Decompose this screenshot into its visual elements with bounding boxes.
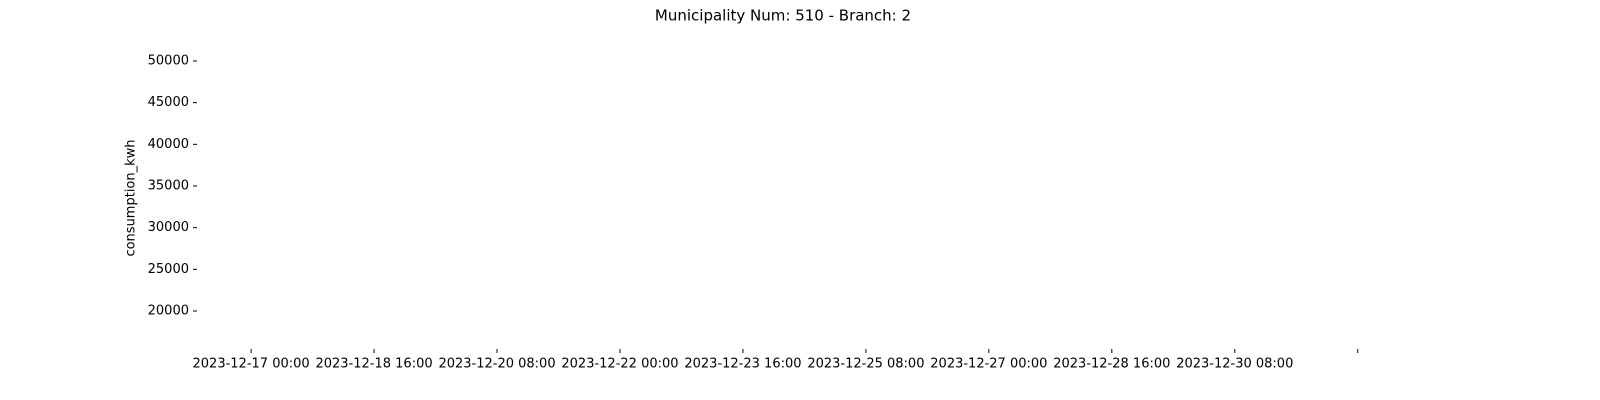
x-tick-label: 2023-12-18 16:00	[315, 357, 432, 372]
chart-title: Municipality Num: 510 - Branch: 2	[655, 7, 911, 25]
x-tick-label: 2023-12-27 00:00	[930, 357, 1047, 372]
x-tick-label: 2023-12-22 00:00	[561, 357, 678, 372]
y-axis-label: consumption_kwh	[124, 139, 139, 256]
x-tick-label: 2023-12-17 00:00	[193, 357, 310, 372]
y-tick-label: 20000	[148, 304, 189, 319]
y-tick-label: 25000	[148, 262, 189, 277]
y-tick-label: 45000	[148, 95, 189, 110]
x-tick-label: 2023-12-23 16:00	[684, 357, 801, 372]
y-tick-label: 40000	[148, 137, 189, 152]
x-tick-label: 2023-12-28 16:00	[1053, 357, 1170, 372]
y-tick-label: 30000	[148, 220, 189, 235]
y-tick-label: 50000	[148, 54, 189, 69]
x-tick-label: 2023-12-30 08:00	[1176, 357, 1293, 372]
x-tick-label: 2023-12-20 08:00	[438, 357, 555, 372]
y-tick-label: 35000	[148, 179, 189, 194]
x-tick-label: 2023-12-25 08:00	[807, 357, 924, 372]
